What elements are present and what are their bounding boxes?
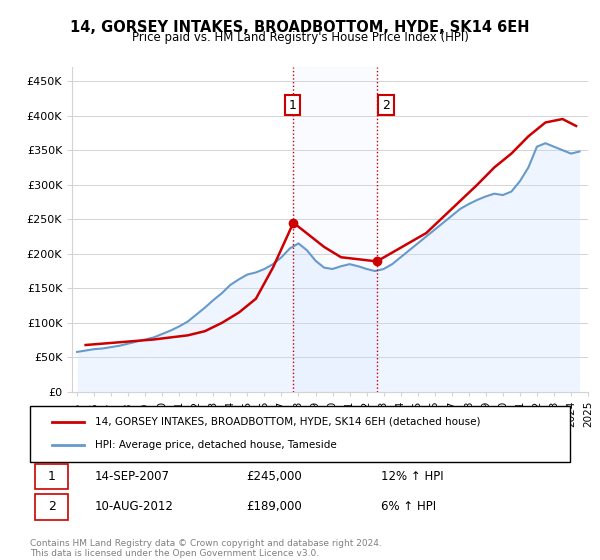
Text: 14, GORSEY INTAKES, BROADBOTTOM, HYDE, SK14 6EH: 14, GORSEY INTAKES, BROADBOTTOM, HYDE, S… [70,20,530,35]
Text: 12% ↑ HPI: 12% ↑ HPI [381,470,443,483]
Text: 6% ↑ HPI: 6% ↑ HPI [381,501,436,514]
Text: £245,000: £245,000 [246,470,302,483]
Text: HPI: Average price, detached house, Tameside: HPI: Average price, detached house, Tame… [95,440,337,450]
Text: Contains HM Land Registry data © Crown copyright and database right 2024.
This d: Contains HM Land Registry data © Crown c… [30,539,382,558]
Text: 10-AUG-2012: 10-AUG-2012 [95,501,173,514]
Text: 2: 2 [382,99,390,111]
FancyBboxPatch shape [35,494,68,520]
Text: 1: 1 [47,470,56,483]
FancyBboxPatch shape [35,464,68,489]
Text: 1: 1 [288,99,296,111]
Text: Price paid vs. HM Land Registry's House Price Index (HPI): Price paid vs. HM Land Registry's House … [131,31,469,44]
Text: 14, GORSEY INTAKES, BROADBOTTOM, HYDE, SK14 6EH (detached house): 14, GORSEY INTAKES, BROADBOTTOM, HYDE, S… [95,417,481,427]
FancyBboxPatch shape [30,406,570,462]
Text: 14-SEP-2007: 14-SEP-2007 [95,470,170,483]
Bar [293,67,377,392]
Text: 2: 2 [47,501,56,514]
Text: £189,000: £189,000 [246,501,302,514]
